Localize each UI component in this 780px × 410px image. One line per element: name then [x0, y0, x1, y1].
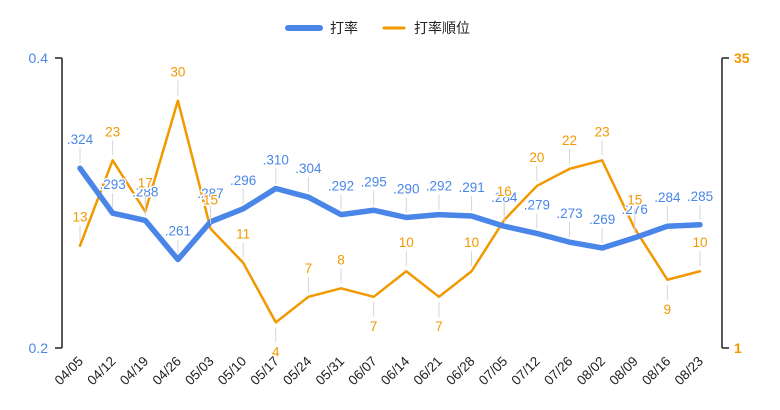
- x-tick-label: 04/05: [52, 354, 87, 389]
- data-label-batting-average: .284: [654, 190, 681, 205]
- line-batting-rank: [78, 99, 702, 324]
- x-tick-label: 07/05: [476, 354, 511, 389]
- x-tick-label: 06/14: [378, 353, 413, 388]
- x-tick-label: 05/24: [280, 353, 315, 388]
- x-tick-label: 08/16: [639, 354, 674, 389]
- left-axis-max-label: 0.4: [29, 50, 49, 66]
- data-label-batting-rank: 8: [337, 252, 345, 267]
- data-label-batting-rank: 30: [170, 65, 185, 80]
- data-label-batting-average: .293: [99, 177, 125, 192]
- x-tick-label: 06/28: [443, 354, 478, 389]
- x-tick-label: 05/31: [313, 354, 348, 389]
- x-tick-label: 06/21: [411, 354, 446, 389]
- data-labels-batting-rank: 13 23 17 30 15 11 4 7 8 7 10 7 10 16 20 22 23 15 9 10: [71, 63, 709, 361]
- data-label-batting-average: .269: [589, 212, 615, 227]
- left-axis-min-label: 0.2: [29, 340, 49, 356]
- x-tick-label: 04/19: [117, 354, 152, 389]
- data-label-batting-average: .273: [556, 206, 582, 221]
- right-axis-max-label: 35: [734, 50, 750, 66]
- data-label-batting-average: .304: [295, 161, 322, 176]
- series-batting-rank: [78, 99, 702, 324]
- data-label-batting-rank: 23: [595, 124, 610, 139]
- data-label-batting-rank: 10: [464, 235, 479, 250]
- data-label-batting-average: .292: [426, 179, 452, 194]
- x-tick-label: 08/23: [672, 354, 707, 389]
- data-label-batting-rank: 7: [370, 319, 378, 334]
- data-label-batting-average: .296: [230, 173, 256, 188]
- data-label-batting-average: .279: [524, 197, 550, 212]
- data-label-batting-average: .261: [165, 224, 191, 239]
- x-tick-label: 04/12: [84, 354, 119, 389]
- data-label-batting-rank: 23: [105, 124, 120, 139]
- legend: 打率 打率順位: [285, 20, 470, 36]
- x-tick-label: 04/26: [150, 354, 185, 389]
- data-label-batting-rank: 20: [529, 150, 544, 165]
- data-label-batting-rank: 15: [203, 193, 218, 208]
- x-tick-label: 07/26: [541, 354, 576, 389]
- x-tick-label: 08/09: [606, 354, 641, 389]
- data-label-batting-average: .292: [328, 179, 354, 194]
- data-label-batting-average: .295: [361, 174, 387, 189]
- x-tick-label: 07/12: [508, 354, 543, 389]
- x-axis-ticks: 04/0504/1204/1904/2605/0305/1005/1705/24…: [52, 353, 707, 388]
- data-label-batting-rank: 10: [692, 235, 707, 250]
- data-label-batting-average: .285: [687, 189, 713, 204]
- legend-label-batting-rank: 打率順位: [414, 20, 470, 36]
- x-tick-label: 06/07: [345, 354, 380, 389]
- data-label-batting-average: .284: [491, 190, 518, 205]
- data-label-batting-rank: 10: [399, 235, 414, 250]
- series-batting-average: [77, 165, 703, 263]
- data-label-batting-average: .287: [197, 186, 223, 201]
- data-label-batting-average: .291: [458, 180, 484, 195]
- data-label-batting-rank: 7: [305, 261, 313, 276]
- data-label-batting-rank: 17: [138, 176, 153, 191]
- data-label-batting-rank: 4: [272, 344, 280, 359]
- data-label-batting-rank: 22: [562, 133, 577, 148]
- data-label-batting-rank: 9: [664, 302, 672, 317]
- legend-label-batting-average: 打率: [330, 20, 358, 36]
- data-label-batting-rank: 7: [435, 319, 443, 334]
- data-label-batting-rank: 11: [236, 227, 250, 242]
- x-tick-label: 05/03: [182, 354, 217, 389]
- x-tick-label: 08/02: [574, 354, 609, 389]
- line-batting-average: [77, 165, 703, 263]
- data-label-batting-rank: 15: [627, 193, 642, 208]
- data-label-batting-average: .290: [393, 182, 419, 197]
- data-label-batting-rank: 13: [72, 210, 87, 225]
- data-label-batting-average: .310: [263, 153, 289, 168]
- data-label-batting-average: .324: [67, 132, 94, 147]
- data-label-batting-rank: 16: [497, 184, 512, 199]
- right-axis-min-label: 1: [734, 340, 742, 356]
- x-tick-label: 05/10: [215, 354, 250, 389]
